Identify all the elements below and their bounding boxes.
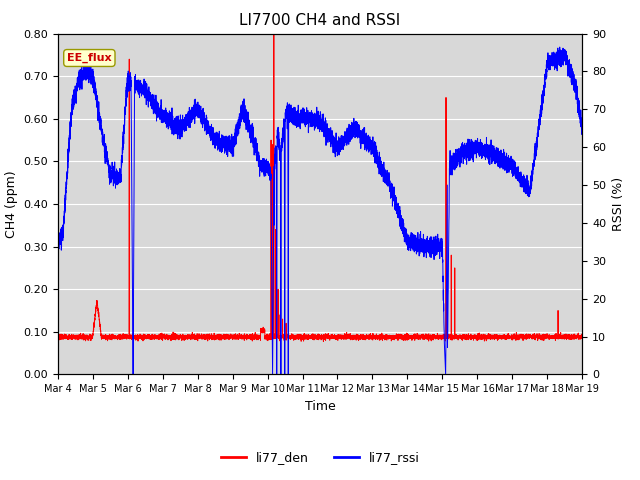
Y-axis label: CH4 (ppm): CH4 (ppm): [4, 170, 17, 238]
li77_den: [302, 333, 310, 338]
li77_den: [232, 335, 240, 341]
li77_rssi: [54, 240, 61, 245]
li77_den: [550, 333, 558, 338]
li77_rssi: [437, 241, 445, 247]
li77_rssi: [556, 44, 564, 50]
li77_rssi: [579, 122, 586, 128]
li77_den: [270, 31, 278, 36]
Title: LI7700 CH4 and RSSI: LI7700 CH4 and RSSI: [239, 13, 401, 28]
li77_den: [579, 333, 586, 338]
li77_den: [557, 336, 564, 341]
Line: li77_rssi: li77_rssi: [58, 47, 582, 374]
li77_rssi: [232, 127, 240, 133]
li77_rssi: [302, 117, 310, 123]
li77_den: [54, 332, 61, 337]
li77_rssi: [452, 160, 460, 166]
li77_den: [319, 338, 327, 344]
li77_den: [438, 334, 445, 339]
Y-axis label: RSSI (%): RSSI (%): [612, 177, 625, 231]
X-axis label: Time: Time: [305, 400, 335, 413]
li77_den: [452, 333, 460, 339]
li77_rssi: [557, 63, 564, 69]
li77_rssi: [129, 372, 137, 377]
Line: li77_den: li77_den: [58, 34, 582, 341]
li77_rssi: [550, 58, 557, 64]
Legend: li77_den, li77_rssi: li77_den, li77_rssi: [216, 446, 424, 469]
Text: EE_flux: EE_flux: [67, 53, 111, 63]
